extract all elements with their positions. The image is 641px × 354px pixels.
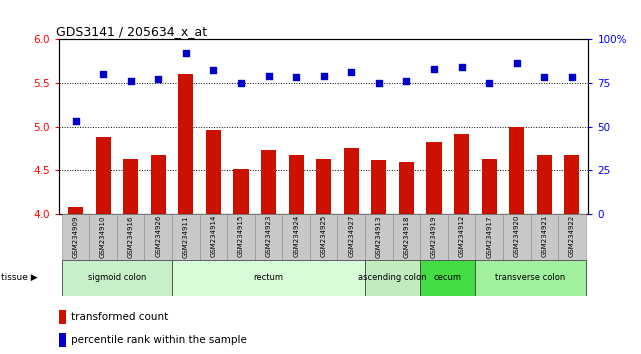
Text: transformed count: transformed count — [71, 312, 168, 322]
Text: GSM234909: GSM234909 — [72, 215, 78, 257]
Text: GSM234915: GSM234915 — [238, 215, 244, 257]
FancyBboxPatch shape — [365, 214, 393, 260]
FancyBboxPatch shape — [558, 214, 586, 260]
Text: GSM234921: GSM234921 — [541, 215, 547, 257]
Bar — [454, 133, 469, 214]
Text: ascending colon: ascending colon — [358, 273, 427, 282]
Text: sigmoid colon: sigmoid colon — [88, 273, 146, 282]
Point — [208, 68, 219, 73]
Point — [263, 73, 274, 79]
FancyBboxPatch shape — [172, 260, 365, 296]
Bar — [426, 142, 442, 214]
Text: GSM234918: GSM234918 — [403, 215, 410, 257]
Point — [291, 75, 301, 80]
FancyBboxPatch shape — [172, 214, 199, 260]
FancyBboxPatch shape — [227, 214, 254, 260]
FancyBboxPatch shape — [476, 260, 586, 296]
FancyBboxPatch shape — [393, 214, 420, 260]
Bar — [399, 162, 414, 214]
Bar — [261, 150, 276, 214]
Bar — [178, 74, 194, 214]
FancyBboxPatch shape — [254, 214, 282, 260]
Bar — [344, 148, 359, 214]
Text: GSM234926: GSM234926 — [155, 215, 162, 257]
Text: cecum: cecum — [434, 273, 462, 282]
Bar — [371, 160, 387, 214]
Point — [181, 50, 191, 56]
Bar — [59, 310, 67, 324]
FancyBboxPatch shape — [62, 214, 89, 260]
Point — [236, 80, 246, 86]
Point — [512, 61, 522, 66]
FancyBboxPatch shape — [531, 214, 558, 260]
FancyBboxPatch shape — [476, 214, 503, 260]
Text: GSM234912: GSM234912 — [458, 215, 465, 257]
Point — [346, 69, 356, 75]
Point — [429, 66, 439, 72]
Bar — [151, 155, 166, 214]
Text: GSM234910: GSM234910 — [100, 215, 106, 257]
FancyBboxPatch shape — [144, 214, 172, 260]
FancyBboxPatch shape — [89, 214, 117, 260]
Bar — [288, 155, 304, 214]
Point — [98, 71, 108, 77]
Bar — [509, 127, 524, 214]
Bar — [96, 137, 111, 214]
Text: GSM234920: GSM234920 — [513, 215, 520, 257]
Bar — [316, 159, 331, 214]
Text: transverse colon: transverse colon — [495, 273, 565, 282]
Text: GSM234919: GSM234919 — [431, 215, 437, 257]
FancyBboxPatch shape — [420, 260, 476, 296]
Point — [319, 73, 329, 79]
Text: GSM234913: GSM234913 — [376, 215, 382, 257]
Point — [539, 75, 549, 80]
Text: GSM234911: GSM234911 — [183, 215, 189, 257]
Bar — [481, 159, 497, 214]
Text: GSM234914: GSM234914 — [210, 215, 217, 257]
Point — [71, 119, 81, 124]
Text: GSM234924: GSM234924 — [293, 215, 299, 257]
Point — [567, 75, 577, 80]
Point — [401, 78, 412, 84]
Bar — [564, 155, 579, 214]
FancyBboxPatch shape — [282, 214, 310, 260]
Bar — [59, 333, 67, 347]
Text: GSM234927: GSM234927 — [348, 215, 354, 257]
Text: rectum: rectum — [254, 273, 283, 282]
FancyBboxPatch shape — [420, 214, 448, 260]
Point — [374, 80, 384, 86]
Bar — [233, 169, 249, 214]
Text: GDS3141 / 205634_x_at: GDS3141 / 205634_x_at — [56, 25, 208, 38]
Text: percentile rank within the sample: percentile rank within the sample — [71, 335, 247, 345]
FancyBboxPatch shape — [365, 260, 420, 296]
Text: GSM234922: GSM234922 — [569, 215, 575, 257]
Bar — [537, 155, 552, 214]
Text: tissue ▶: tissue ▶ — [1, 273, 38, 282]
Point — [484, 80, 494, 86]
Point — [456, 64, 467, 70]
Text: GSM234923: GSM234923 — [265, 215, 272, 257]
FancyBboxPatch shape — [448, 214, 476, 260]
FancyBboxPatch shape — [117, 214, 144, 260]
Bar — [123, 159, 138, 214]
Point — [126, 78, 136, 84]
FancyBboxPatch shape — [503, 214, 531, 260]
Text: GSM234916: GSM234916 — [128, 215, 134, 257]
FancyBboxPatch shape — [199, 214, 227, 260]
FancyBboxPatch shape — [338, 214, 365, 260]
Text: GSM234925: GSM234925 — [320, 215, 327, 257]
Bar — [206, 130, 221, 214]
Point — [153, 76, 163, 82]
FancyBboxPatch shape — [62, 260, 172, 296]
FancyBboxPatch shape — [310, 214, 338, 260]
Text: GSM234917: GSM234917 — [486, 215, 492, 257]
Bar — [68, 207, 83, 214]
